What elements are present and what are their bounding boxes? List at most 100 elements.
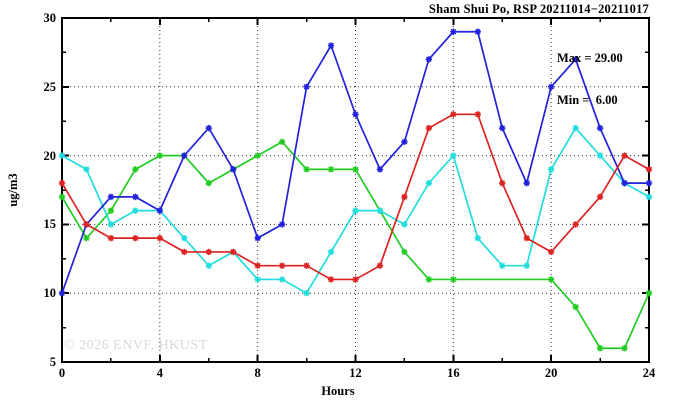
min-value-label: Min = 6.00 xyxy=(557,93,618,107)
data-point-marker-blue xyxy=(181,152,188,159)
data-point-marker-blue xyxy=(107,193,115,201)
data-point-marker-green xyxy=(645,290,653,297)
max-value-label: Max = 29.00 xyxy=(557,51,623,65)
data-point-marker-red xyxy=(425,124,433,132)
chart-title: Sham Shui Po, RSP 20211014−20211017 xyxy=(428,2,649,16)
data-point-marker-cyan xyxy=(547,166,555,173)
data-point-marker-green xyxy=(352,166,359,173)
x-axis-label: Hours xyxy=(321,384,355,398)
data-point-marker-blue xyxy=(254,234,261,242)
data-point-marker-red xyxy=(645,166,653,173)
data-point-marker-cyan xyxy=(107,221,115,228)
data-point-marker-blue xyxy=(303,83,310,90)
y-axis-label: ug/m3 xyxy=(6,173,20,207)
data-point-marker-green xyxy=(425,276,433,283)
data-point-marker-blue xyxy=(474,28,481,35)
data-point-marker-red xyxy=(547,248,555,256)
y-tick-label: 15 xyxy=(43,217,57,232)
data-point-marker-green xyxy=(450,276,457,283)
data-point-marker-green xyxy=(58,193,66,201)
data-point-marker-green xyxy=(596,345,604,352)
data-point-marker-green xyxy=(107,207,115,214)
data-point-marker-green xyxy=(327,166,335,173)
x-tick-label: 0 xyxy=(58,366,66,380)
data-point-marker-cyan xyxy=(132,207,139,214)
y-tick-label: 30 xyxy=(43,11,57,25)
data-point-marker-blue xyxy=(376,166,384,173)
data-point-marker-cyan xyxy=(523,262,530,269)
data-point-marker-blue xyxy=(596,124,604,132)
data-point-marker-cyan xyxy=(352,207,359,214)
data-point-marker-blue xyxy=(278,221,286,228)
x-tick-label: 4 xyxy=(156,366,163,380)
data-point-marker-cyan xyxy=(181,234,188,242)
data-point-marker-cyan xyxy=(58,152,66,159)
data-point-marker-cyan xyxy=(303,290,310,297)
data-point-marker-cyan xyxy=(645,193,653,201)
data-point-marker-green xyxy=(572,303,579,311)
data-point-marker-blue xyxy=(425,56,433,63)
x-tick-label: 24 xyxy=(642,366,656,380)
data-point-marker-red xyxy=(376,262,384,269)
data-point-marker-blue xyxy=(205,124,212,132)
data-point-marker-blue xyxy=(132,193,139,201)
data-point-marker-green xyxy=(547,276,555,283)
data-point-marker-green xyxy=(278,138,286,146)
data-point-marker-red xyxy=(401,193,408,201)
data-point-marker-cyan xyxy=(499,262,506,269)
data-point-marker-cyan xyxy=(278,276,286,283)
data-point-marker-blue xyxy=(572,56,579,63)
data-point-marker-red xyxy=(499,179,506,187)
data-point-marker-red xyxy=(327,276,335,283)
data-point-marker-green xyxy=(254,152,261,159)
data-point-marker-cyan xyxy=(205,262,212,269)
data-point-marker-red xyxy=(621,152,628,159)
data-point-marker-blue xyxy=(621,179,628,187)
data-point-marker-red xyxy=(523,234,530,242)
data-point-marker-cyan xyxy=(572,124,579,132)
data-point-marker-green xyxy=(621,345,628,352)
data-point-marker-red xyxy=(132,234,139,242)
x-tick-label: 20 xyxy=(544,366,558,380)
data-point-marker-green xyxy=(401,248,408,256)
data-point-marker-blue xyxy=(352,111,359,118)
data-point-marker-cyan xyxy=(401,221,408,228)
data-point-marker-red xyxy=(278,262,286,269)
data-point-marker-red xyxy=(230,248,237,256)
data-point-marker-green xyxy=(132,166,139,173)
data-point-marker-red xyxy=(181,248,188,256)
data-point-marker-blue xyxy=(499,124,506,132)
data-point-marker-cyan xyxy=(376,207,384,214)
data-point-marker-blue xyxy=(327,42,335,49)
data-point-marker-blue xyxy=(450,28,457,35)
data-point-marker-cyan xyxy=(327,248,335,256)
data-point-marker-red xyxy=(83,221,90,228)
data-point-marker-cyan xyxy=(83,166,90,173)
data-point-marker-red xyxy=(58,179,66,187)
data-point-marker-red xyxy=(107,234,115,242)
y-tick-label: 25 xyxy=(43,79,57,94)
data-point-marker-green xyxy=(303,166,310,173)
data-point-marker-blue xyxy=(58,290,66,297)
data-point-marker-red xyxy=(156,234,164,242)
data-point-marker-blue xyxy=(523,179,530,187)
watermark: © 2026 ENVF, HKUST xyxy=(64,338,208,353)
x-tick-label: 8 xyxy=(254,366,261,380)
y-tick-label: 5 xyxy=(49,355,56,369)
data-point-marker-blue xyxy=(156,207,164,214)
data-point-marker-red xyxy=(205,248,212,256)
data-point-marker-red xyxy=(303,262,310,269)
data-point-marker-red xyxy=(450,111,457,118)
stats-annotation: Max = 29.00 Min = 6.00 xyxy=(557,23,623,135)
data-point-marker-red xyxy=(254,262,261,269)
data-point-marker-blue xyxy=(547,83,555,90)
x-tick-label: 12 xyxy=(349,366,362,380)
data-point-marker-red xyxy=(596,193,604,201)
data-point-marker-green xyxy=(205,179,212,187)
data-point-marker-red xyxy=(572,221,579,228)
data-point-marker-red xyxy=(352,276,359,283)
data-point-marker-blue xyxy=(230,166,237,173)
data-point-marker-cyan xyxy=(450,152,457,159)
